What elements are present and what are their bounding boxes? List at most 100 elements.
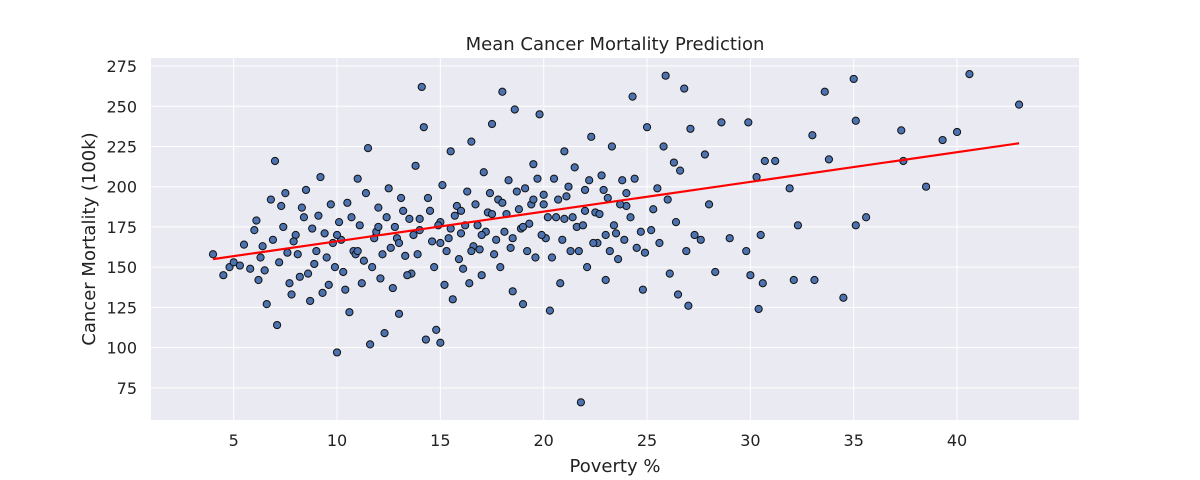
data-point [676,166,685,175]
data-point [295,272,304,281]
y-tick-label: 75 [117,379,137,398]
data-point [341,285,350,294]
data-point [862,213,871,222]
y-tick-label: 225 [106,137,137,156]
data-point [659,142,668,151]
data-point [655,238,664,248]
data-point [744,118,753,127]
data-point [560,214,569,223]
data-point [289,237,298,246]
data-point [339,267,348,277]
data-point [489,250,499,259]
data-point [252,216,261,225]
data-point [514,205,523,214]
data-point [306,296,315,306]
data-point [277,201,286,211]
data-point [607,142,616,151]
data-point [547,253,557,262]
data-point [374,203,383,212]
data-point [477,271,486,280]
data-point [297,203,306,212]
data-point [578,221,588,230]
data-point [746,271,755,280]
data-point [314,211,323,220]
data-point [430,263,439,272]
data-point [270,156,280,166]
data-point [487,119,497,129]
data-point [303,269,313,278]
data-point [413,250,422,259]
data-point [479,168,488,177]
data-point [636,227,645,236]
data-point [611,229,621,238]
data-point [525,219,534,228]
x-tick-label: 20 [534,431,554,450]
data-point [440,280,449,289]
data-point [585,176,594,185]
data-point [250,226,259,235]
data-point [266,195,275,204]
data-point [808,131,817,140]
y-tick-label: 275 [106,57,137,76]
data-point [332,348,342,357]
data-point [554,195,563,204]
data-point [463,187,472,196]
data-points [208,69,1024,407]
data-point [508,234,517,243]
data-point [551,213,561,222]
data-point [839,293,848,302]
data-point [785,184,794,193]
data-point [717,118,726,127]
data-point [465,279,474,288]
data-point [539,200,548,209]
data-point [626,213,635,222]
data-point [326,200,335,209]
data-point [587,132,596,141]
data-point [332,230,342,240]
data-point [686,124,695,133]
data-point [260,266,269,275]
data-point [632,243,641,252]
data-point [487,209,497,219]
data-point [318,288,327,297]
data-point [229,258,238,267]
data-point [361,189,371,198]
data-point [1014,100,1024,109]
data-point [545,306,554,315]
data-point [396,193,406,203]
data-point [320,229,329,238]
y-tick-labels: 75 100 125 150 175 200 225 250 275 [106,57,137,398]
data-point [374,222,383,232]
data-point [700,150,710,159]
x-tick-label: 40 [947,431,967,450]
data-point [345,308,354,317]
data-point [405,214,414,223]
data-point [310,259,319,269]
data-point [281,189,290,198]
data-point [330,263,340,272]
data-point [258,242,267,251]
data-point [682,246,691,256]
chart-title: Mean Cancer Mortality Prediction [466,34,765,55]
data-point [386,243,395,252]
data-point [897,126,906,135]
data-point [758,279,767,288]
data-point [605,246,614,256]
x-tick-label: 25 [637,431,657,450]
data-point [262,300,271,309]
data-point [690,230,699,240]
data-point [504,176,513,185]
data-point [582,263,592,272]
y-tick-label: 250 [106,97,137,116]
data-point [471,200,480,209]
data-point [256,253,265,262]
data-point [473,221,482,230]
y-axis-label: Cancer Mortality (100k) [79,132,100,345]
data-point [316,172,325,182]
data-point [680,84,689,93]
data-point [566,246,575,256]
data-point [510,105,519,114]
data-point [475,245,484,254]
regression-line [212,142,1020,261]
data-point [423,193,433,203]
